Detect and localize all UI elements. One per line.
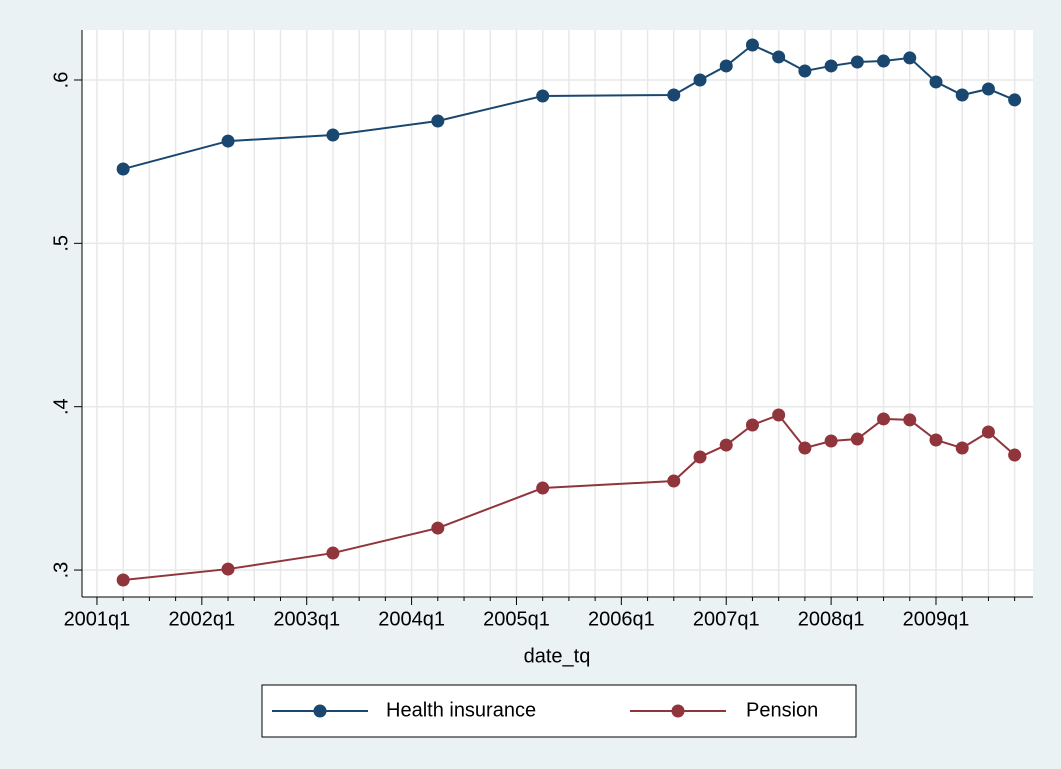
legend-label: Pension <box>746 699 818 721</box>
data-point <box>745 38 759 52</box>
data-point <box>745 418 759 432</box>
data-point <box>667 474 681 488</box>
data-point <box>772 408 786 422</box>
data-point <box>116 162 130 176</box>
data-point <box>981 82 995 96</box>
x-tick-label: 2003q1 <box>273 608 340 630</box>
plot-area <box>82 30 1033 597</box>
data-point <box>221 562 235 576</box>
data-point <box>1008 448 1022 462</box>
data-point <box>116 573 130 587</box>
data-point <box>431 114 445 128</box>
data-point <box>850 55 864 69</box>
x-tick-label: 2005q1 <box>483 608 550 630</box>
x-tick-label: 2006q1 <box>588 608 655 630</box>
x-tick-label: 2004q1 <box>378 608 445 630</box>
data-point <box>955 88 969 102</box>
data-point <box>798 441 812 455</box>
x-tick-label: 2008q1 <box>798 608 865 630</box>
data-point <box>1008 93 1022 107</box>
data-point <box>693 450 707 464</box>
data-point <box>981 425 995 439</box>
data-point <box>719 59 733 73</box>
data-point <box>824 434 838 448</box>
data-point <box>850 432 864 446</box>
data-point <box>929 75 943 89</box>
data-point <box>326 128 340 142</box>
data-point <box>877 412 891 426</box>
data-point <box>719 438 733 452</box>
data-point <box>431 521 445 535</box>
data-point <box>667 88 681 102</box>
y-tick-label: .4 <box>50 398 72 415</box>
x-tick-label: 2009q1 <box>903 608 970 630</box>
y-tick-label: .5 <box>50 235 72 252</box>
data-point <box>693 73 707 87</box>
x-tick-label: 2001q1 <box>64 608 131 630</box>
data-point <box>877 54 891 68</box>
data-point <box>929 433 943 447</box>
data-point <box>536 481 550 495</box>
data-point <box>772 50 786 64</box>
data-point <box>536 89 550 103</box>
data-point <box>824 59 838 73</box>
x-axis-title: date_tq <box>524 645 591 667</box>
data-point <box>903 413 917 427</box>
data-point <box>955 441 969 455</box>
data-point <box>326 546 340 560</box>
x-tick-label: 2002q1 <box>168 608 235 630</box>
data-point <box>903 51 917 65</box>
data-point <box>798 64 812 78</box>
legend-label: Health insurance <box>386 699 536 721</box>
x-tick-label: 2007q1 <box>693 608 760 630</box>
legend-marker <box>313 704 327 718</box>
legend-marker <box>671 704 685 718</box>
y-tick-label: .6 <box>50 72 72 89</box>
y-tick-label: .3 <box>50 562 72 579</box>
data-point <box>221 134 235 148</box>
